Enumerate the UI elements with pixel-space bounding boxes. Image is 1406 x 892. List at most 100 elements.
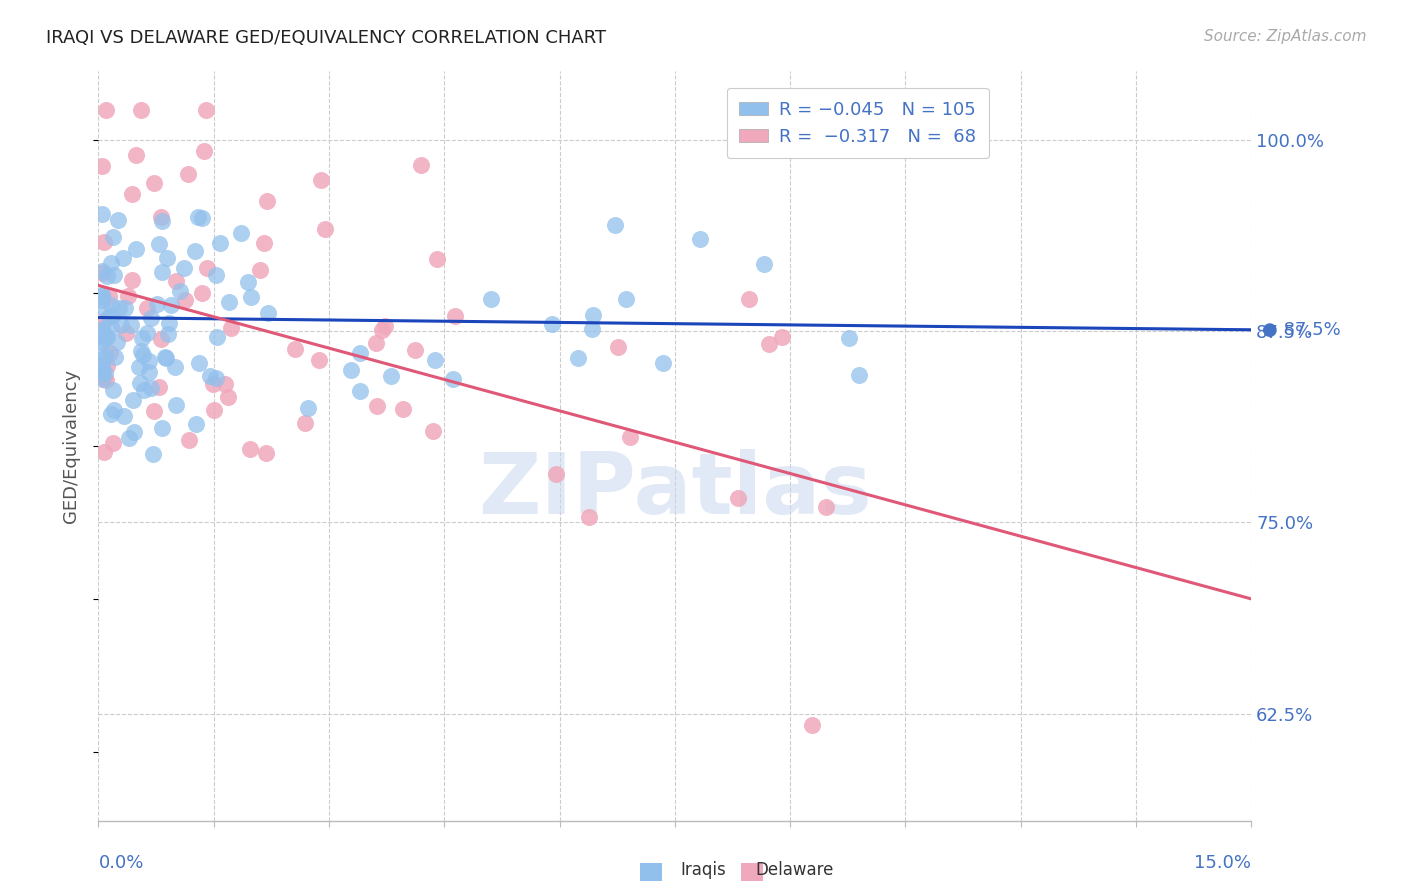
Point bbox=[107, 335, 129, 350]
Point bbox=[110, 318, 132, 333]
Point bbox=[619, 430, 641, 444]
Point bbox=[848, 368, 870, 382]
Point bbox=[94, 103, 117, 117]
Point bbox=[236, 275, 259, 289]
Point bbox=[103, 403, 125, 417]
Point bbox=[197, 260, 219, 275]
Point bbox=[309, 173, 332, 187]
Point bbox=[205, 330, 228, 344]
Point bbox=[91, 159, 114, 173]
Point bbox=[651, 356, 673, 370]
Point bbox=[97, 310, 120, 325]
Point bbox=[114, 301, 136, 315]
Point bbox=[349, 346, 371, 360]
Point bbox=[100, 319, 122, 334]
Point bbox=[136, 301, 159, 315]
Point bbox=[101, 383, 124, 397]
Point bbox=[101, 435, 124, 450]
Point bbox=[249, 263, 271, 277]
Point bbox=[727, 491, 749, 506]
Point bbox=[93, 371, 115, 385]
Point bbox=[208, 235, 231, 250]
Point bbox=[607, 340, 630, 354]
Point bbox=[202, 377, 225, 392]
Point bbox=[800, 718, 823, 732]
Point bbox=[426, 252, 449, 266]
Point bbox=[94, 328, 117, 343]
Point bbox=[148, 380, 170, 394]
Y-axis label: GED/Equivalency: GED/Equivalency bbox=[62, 369, 80, 523]
Point bbox=[838, 331, 860, 345]
Point bbox=[770, 330, 793, 344]
Point bbox=[156, 252, 179, 266]
Point bbox=[138, 354, 160, 368]
Point bbox=[94, 347, 117, 361]
Point bbox=[173, 293, 195, 307]
Point bbox=[96, 359, 118, 373]
Point bbox=[91, 266, 114, 280]
Point bbox=[169, 285, 191, 299]
Point bbox=[544, 467, 567, 481]
Point bbox=[366, 400, 388, 414]
Point bbox=[582, 309, 605, 323]
Point bbox=[131, 103, 153, 117]
Point bbox=[165, 274, 187, 288]
Point bbox=[104, 351, 127, 365]
Point bbox=[98, 345, 121, 359]
Point bbox=[91, 264, 114, 278]
Point bbox=[93, 235, 115, 249]
Point bbox=[581, 322, 603, 336]
Point bbox=[284, 343, 307, 357]
Point bbox=[165, 360, 187, 375]
Point bbox=[139, 310, 162, 325]
Point bbox=[121, 273, 143, 287]
Point bbox=[97, 288, 120, 302]
Point bbox=[308, 353, 330, 368]
Point bbox=[155, 351, 177, 366]
Point bbox=[205, 370, 228, 384]
Point bbox=[605, 218, 627, 232]
Point bbox=[157, 316, 180, 330]
Point bbox=[91, 335, 114, 350]
Point bbox=[94, 373, 117, 387]
Point bbox=[187, 210, 209, 224]
Point bbox=[409, 158, 432, 172]
Point bbox=[91, 287, 114, 301]
Point bbox=[198, 368, 221, 383]
Point bbox=[737, 293, 759, 307]
Point bbox=[177, 433, 200, 447]
Point bbox=[143, 176, 166, 190]
Point bbox=[91, 300, 114, 314]
Text: Delaware: Delaware bbox=[755, 861, 834, 879]
Point bbox=[177, 167, 200, 181]
Point bbox=[153, 350, 176, 364]
Point bbox=[93, 332, 115, 346]
Point bbox=[112, 251, 135, 265]
Point bbox=[91, 360, 114, 375]
Point bbox=[184, 244, 207, 258]
Text: ZIPatlas: ZIPatlas bbox=[478, 450, 872, 533]
Point bbox=[100, 298, 122, 312]
Point bbox=[373, 319, 395, 334]
Point bbox=[173, 261, 195, 276]
Point bbox=[364, 336, 387, 351]
Point bbox=[100, 309, 122, 323]
Point bbox=[160, 298, 183, 312]
Point bbox=[118, 431, 141, 445]
Point bbox=[96, 330, 118, 344]
Point bbox=[380, 368, 402, 383]
Point bbox=[96, 268, 118, 283]
Point bbox=[349, 384, 371, 398]
Point bbox=[186, 417, 208, 432]
Point bbox=[128, 360, 150, 375]
Text: 0.0%: 0.0% bbox=[98, 855, 143, 872]
Point bbox=[314, 221, 336, 235]
Point bbox=[91, 372, 114, 386]
Point bbox=[392, 401, 415, 416]
Point bbox=[142, 447, 165, 461]
Point bbox=[120, 318, 142, 332]
Point bbox=[404, 343, 426, 357]
Point bbox=[132, 347, 155, 361]
Point bbox=[256, 306, 278, 320]
Point bbox=[131, 331, 153, 345]
